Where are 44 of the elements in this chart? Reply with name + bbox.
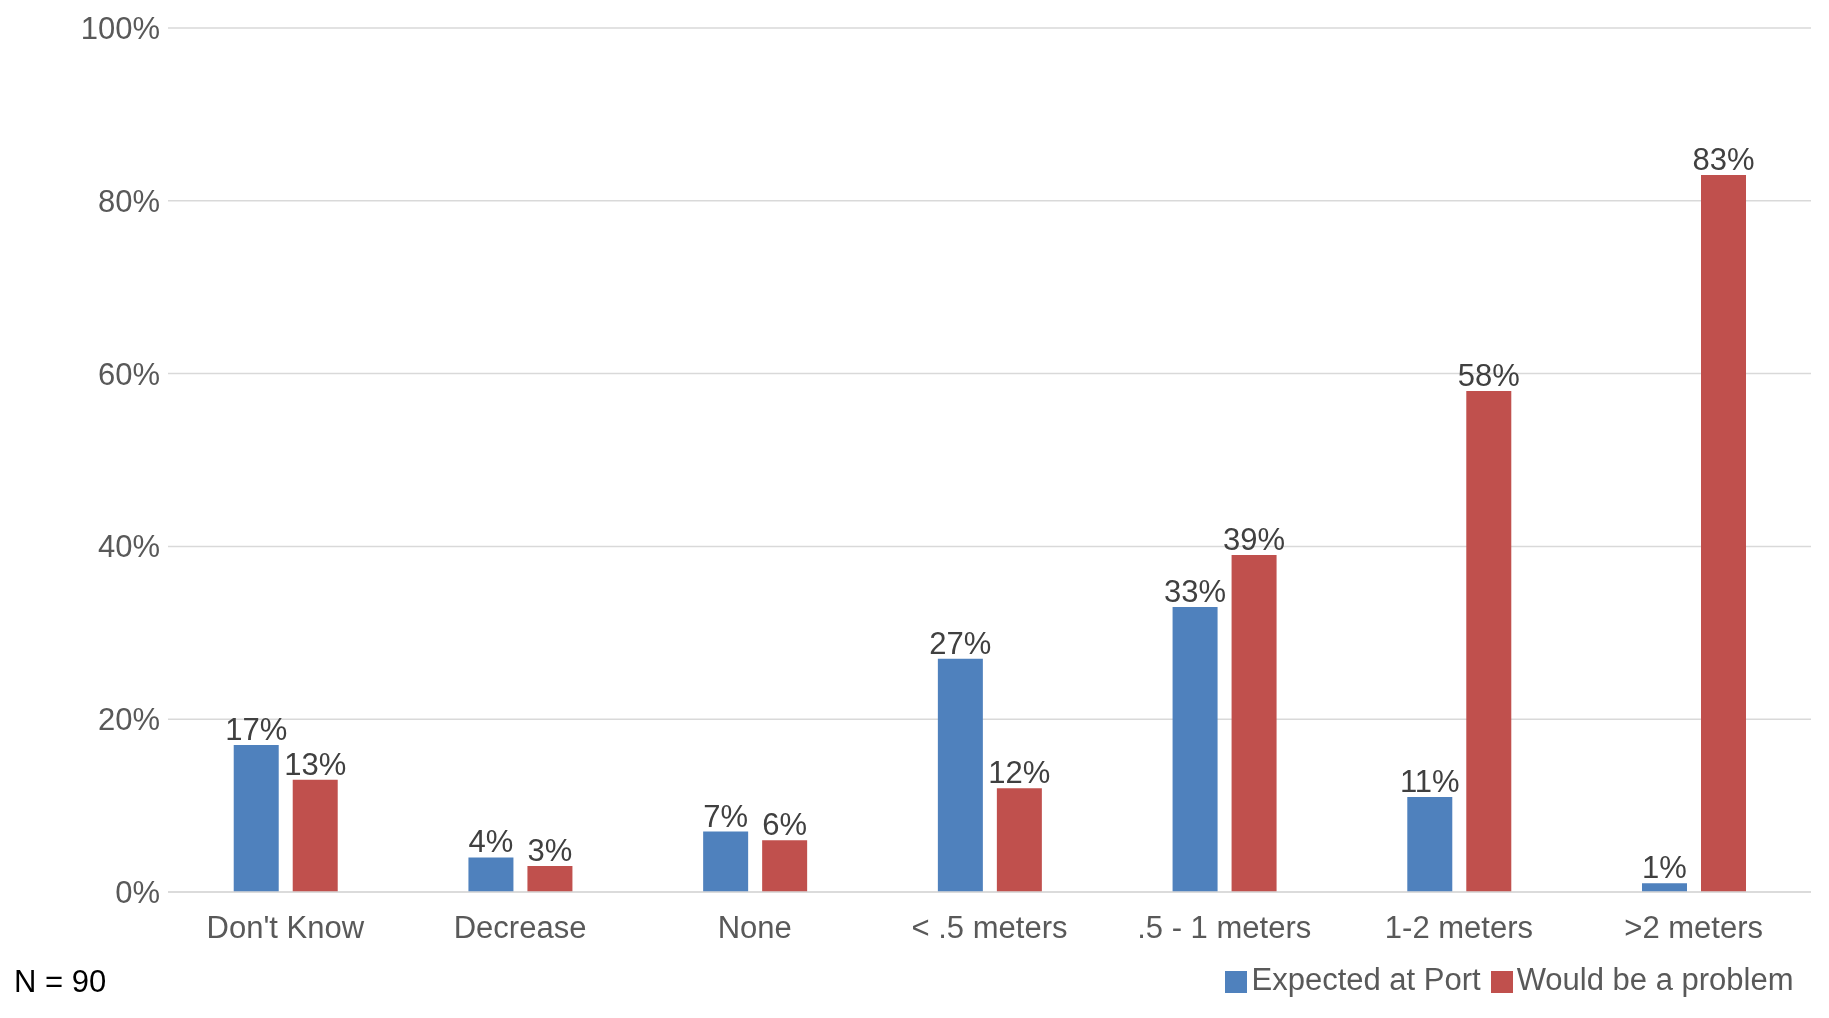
y-tick-label: 80% [97, 183, 160, 219]
data-label: 13% [284, 746, 347, 782]
data-label: 12% [988, 755, 1051, 791]
x-tick-label: >2 meters [1624, 910, 1763, 946]
data-label: 11% [1399, 763, 1460, 799]
bar [292, 779, 338, 892]
bar [937, 658, 983, 892]
data-label: 39% [1223, 522, 1286, 558]
bar [1701, 174, 1747, 892]
y-tick-label: 20% [97, 702, 160, 738]
legend-label: Expected at Port [1251, 962, 1481, 997]
x-tick-label: 1-2 meters [1384, 910, 1534, 946]
bar [1466, 390, 1512, 892]
bar [996, 788, 1042, 892]
data-label: 4% [468, 824, 514, 860]
data-label: 83% [1692, 141, 1755, 177]
y-tick-label: 60% [97, 356, 160, 392]
data-label: 27% [929, 625, 992, 661]
y-tick-label: 40% [97, 529, 160, 565]
bar [468, 857, 514, 892]
bar [527, 866, 573, 892]
x-tick-label: None [717, 910, 792, 946]
bar [762, 840, 808, 892]
data-label: 17% [225, 712, 288, 748]
bar [233, 745, 279, 892]
x-tick-label: Don't Know [206, 910, 365, 946]
x-tick-label: .5 - 1 meters [1137, 910, 1312, 946]
bar [1642, 883, 1688, 892]
data-label: 58% [1457, 357, 1520, 393]
legend-label: Would be a problem [1516, 962, 1794, 997]
data-label: 33% [1164, 573, 1227, 609]
bar [1231, 555, 1277, 892]
data-label: 7% [703, 798, 749, 834]
text: N = 90 [14, 964, 107, 1000]
y-tick-label: 0% [115, 875, 160, 911]
data-label: 3% [527, 833, 573, 869]
x-tick-label: Decrease [453, 910, 587, 946]
data-label: 1% [1642, 850, 1687, 886]
bar [1407, 796, 1453, 892]
data-label: 6% [762, 807, 808, 843]
x-tick-label: < .5 meters [911, 910, 1068, 946]
bar [703, 831, 749, 892]
y-tick-label: 100% [80, 11, 160, 47]
bar [1172, 606, 1218, 892]
